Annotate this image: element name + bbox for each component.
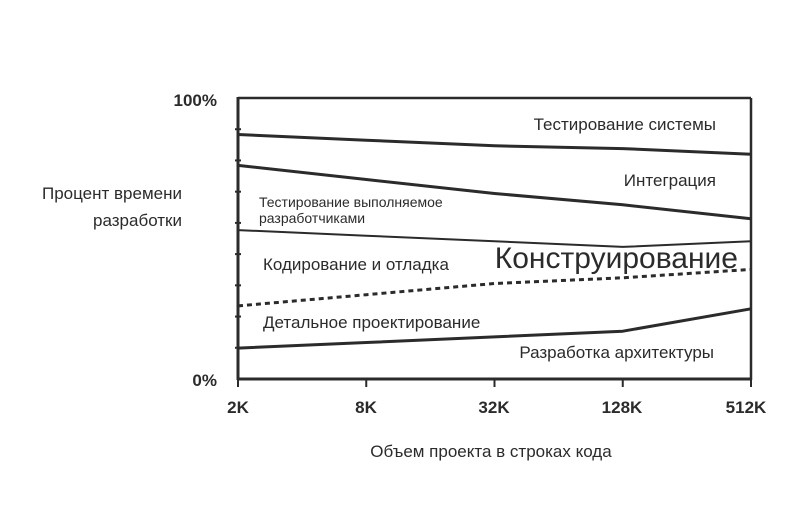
region-label-architecture: Разработка архитектуры	[519, 343, 714, 362]
annotation-construction: Конструирование	[495, 242, 738, 275]
x-axis-title: Объем проекта в строках кода	[370, 442, 612, 461]
boundary-line-1	[237, 307, 752, 350]
x-tick-label-8k: 8K	[355, 398, 377, 417]
boundary-lines	[237, 133, 752, 350]
plot-frame	[236, 96, 753, 381]
boundary-line-3	[237, 229, 752, 248]
y-axis-title-line-2: разработки	[93, 211, 182, 230]
y-tick-label-0: 0%	[192, 371, 217, 390]
y-tick-label-100: 100%	[174, 91, 217, 110]
region-label-integration: Интеграция	[624, 171, 716, 190]
boundary-line-5	[237, 133, 752, 156]
region-label-detailed-design: Детальное проектирование	[263, 313, 480, 332]
region-label-system-testing: Тестирование системы	[534, 115, 716, 134]
x-tick-label-2k: 2K	[227, 398, 249, 417]
region-label-developer-testing-line-2: разработчиками	[259, 210, 365, 226]
boundary-line-2	[237, 267, 752, 308]
x-tick-label-32k: 32K	[478, 398, 510, 417]
x-ticks	[237, 379, 752, 387]
x-tick-label-128k: 128K	[602, 398, 643, 417]
x-tick-label-512k: 512K	[726, 398, 767, 417]
region-label-developer-testing-line-1: Тестирование выполняемое	[259, 194, 443, 210]
region-label-coding-debugging: Кодирование и отладка	[263, 255, 449, 274]
y-axis-title-line-1: Процент времени	[42, 184, 182, 203]
boundary-line-4	[237, 163, 752, 221]
